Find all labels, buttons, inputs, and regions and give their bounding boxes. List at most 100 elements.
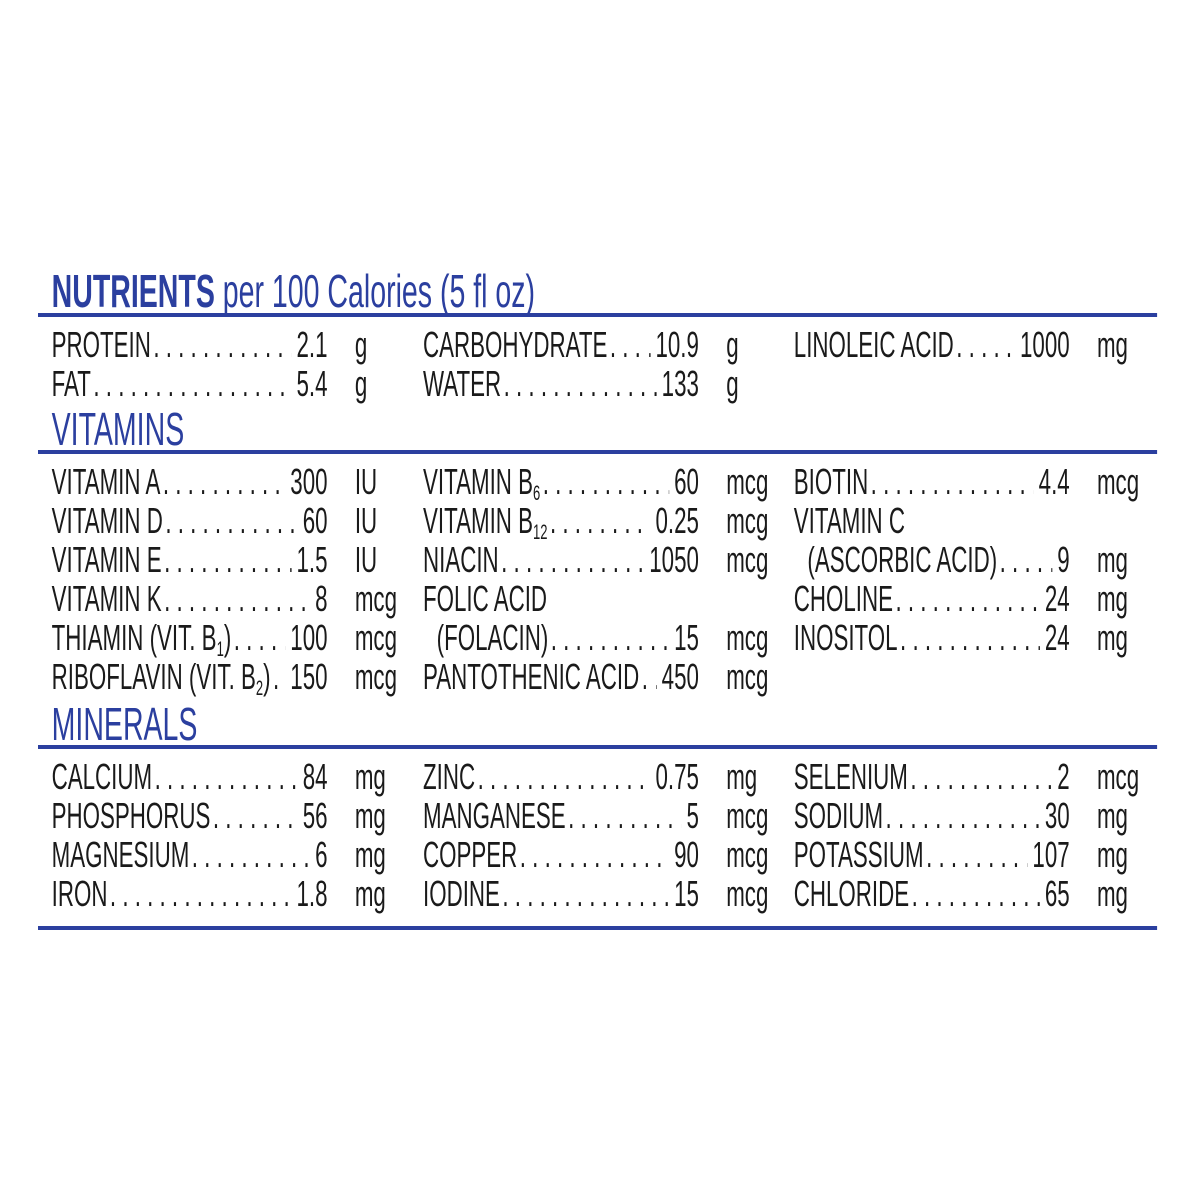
dot-leader: . . . . . . . . . . . . . . . . . . . . …: [212, 796, 298, 835]
nutrient-subscript: 6: [532, 482, 541, 505]
nutrient-column: LINOLEIC ACID. . . . . . . . . . . . . .…: [794, 325, 1165, 364]
divider: [38, 450, 1158, 454]
dot-leader: . . . . . . . . . . . . . . . . . . . . …: [164, 540, 291, 579]
nutrient-name-text: SELENIUM: [793, 756, 908, 797]
nutrient-value: 8: [315, 578, 328, 619]
dot-leader: . . . . . . . . . . . . . . . . . . . . …: [910, 757, 1052, 796]
nutrient-name-text: VITAMIN B: [423, 461, 533, 502]
nutrient-row: CHOLINE. . . . . . . . . . . . . . . . .…: [794, 579, 1165, 618]
nutrient-row: IODINE. . . . . . . . . . . . . . . . . …: [423, 874, 794, 913]
nutrient-value: 84: [302, 756, 328, 797]
nutrient-unit: mg: [1096, 617, 1128, 658]
nutrient-name-text: VITAMIN C: [793, 500, 905, 541]
nutrient-value: 1.5: [296, 539, 328, 580]
nutrient-unit: mcg: [726, 873, 769, 914]
nutrient-unit: IU: [354, 500, 378, 541]
section-heading-minerals: MINERALS: [51, 698, 198, 750]
nutrient-name-text: NIACIN: [423, 539, 499, 580]
nutrient-name: VITAMIN C: [794, 501, 905, 540]
dot-leader: . . . . . . . . . . . . . . . . . . . . …: [900, 618, 1040, 657]
nutrient-name: CALCIUM: [52, 757, 152, 796]
nutrient-name: FOLIC ACID: [423, 579, 547, 618]
nutrient-name-text: CHOLINE: [793, 578, 893, 619]
nutrient-name: VITAMIN D: [52, 501, 163, 540]
nutrient-value: 2: [1057, 756, 1070, 797]
nutrient-value: 450: [661, 656, 699, 697]
nutrient-name-text: FAT: [51, 363, 91, 404]
nutrient-column: SELENIUM. . . . . . . . . . . . . . . . …: [794, 757, 1165, 913]
nutrient-name-text: (FOLACIN): [436, 617, 549, 658]
nutrient-unit: mcg: [726, 500, 769, 541]
nutrient-name-text: PHOSPHORUS: [51, 795, 211, 836]
nutrient-name-text: MANGANESE: [423, 795, 566, 836]
nutrient-name: SELENIUM: [794, 757, 908, 796]
nutrient-name: IRON: [52, 874, 108, 913]
nutrient-value: 300: [290, 461, 328, 502]
nutrient-unit: mcg: [354, 656, 397, 697]
table-title: NUTRIENTS per 100 Calories (5 fl oz): [52, 268, 535, 314]
nutrient-name-text: IODINE: [423, 873, 500, 914]
nutrient-name-text: COPPER: [423, 834, 518, 875]
nutrient-unit: mg: [1096, 873, 1128, 914]
dot-leader: . . . . . . . . . . . . . . . . . . . . …: [162, 462, 285, 501]
nutrient-row: WATER. . . . . . . . . . . . . . . . . .…: [423, 364, 794, 403]
nutrient-unit: g: [354, 324, 368, 365]
nutrient-row: COPPER. . . . . . . . . . . . . . . . . …: [423, 835, 794, 874]
nutrient-name: CHLORIDE: [794, 874, 909, 913]
nutrient-row: SELENIUM. . . . . . . . . . . . . . . . …: [794, 757, 1165, 796]
nutrient-entry: CHOLINE. . . . . . . . . . . . . . . . .…: [794, 579, 1070, 618]
nutrient-entry: (ASCORBIC ACID). . . . . . . . . . . . .…: [794, 540, 1069, 579]
nutrient-table: NUTRIENTS per 100 Calories (5 fl oz) VIT…: [38, 0, 1158, 1200]
nutrient-column: VITAMIN B6. . . . . . . . . . . . . . . …: [423, 462, 794, 696]
nutrient-name-text: THIAMIN (VIT. B: [51, 617, 217, 658]
nutrient-name: RIBOFLAVIN (VIT. B2): [52, 656, 271, 699]
nutrient-name: (FOLACIN): [423, 617, 549, 658]
nutrient-entry: RIBOFLAVIN (VIT. B2). . . . . . . . . . …: [52, 656, 328, 699]
divider: [38, 313, 1158, 317]
nutrient-row: POTASSIUM. . . . . . . . . . . . . . . .…: [794, 835, 1165, 874]
nutrient-unit: g: [726, 363, 739, 404]
nutrient-name-text: VITAMIN E: [51, 539, 162, 580]
dot-leader: . . . . . . . . . . . . . . . . . . . . …: [477, 757, 651, 796]
nutrient-entry: VITAMIN A. . . . . . . . . . . . . . . .…: [52, 462, 328, 501]
nutrient-row: VITAMIN B6. . . . . . . . . . . . . . . …: [423, 461, 794, 504]
nutrient-row: VITAMIN E. . . . . . . . . . . . . . . .…: [52, 540, 423, 579]
nutrient-name-text: IRON: [51, 873, 108, 914]
dot-leader: . . . . . . . . . . . . . . . . . . . . …: [999, 540, 1053, 579]
nutrient-subscript: 12: [532, 521, 548, 544]
dot-leader: . . . . . . . . . . . . . . . . . . . . …: [273, 657, 285, 696]
nutrient-name-text: VITAMIN K: [51, 578, 162, 619]
nutrient-entry: BIOTIN. . . . . . . . . . . . . . . . . …: [794, 462, 1070, 501]
dot-leader: . . . . . . . . . . . . . . . . . . . . …: [165, 501, 297, 540]
nutrient-name: PANTOTHENIC ACID: [423, 657, 639, 696]
section-heading-vitamins: VITAMINS: [51, 403, 185, 455]
nutrient-name: INOSITOL: [794, 618, 898, 657]
nutrient-entry: VITAMIN K. . . . . . . . . . . . . . . .…: [52, 579, 328, 618]
nutrient-name-suffix: ): [263, 656, 271, 697]
nutrient-value: 0.25: [655, 500, 699, 541]
nutrient-entry: INOSITOL. . . . . . . . . . . . . . . . …: [794, 618, 1070, 657]
nutrient-value: 56: [302, 795, 328, 836]
nutrient-entry: VITAMIN B6. . . . . . . . . . . . . . . …: [423, 461, 699, 504]
nutrient-value: 6: [315, 834, 328, 875]
nutrient-name: SODIUM: [794, 796, 883, 835]
nutrient-name: MAGNESIUM: [52, 835, 190, 874]
nutrient-name: NIACIN: [423, 540, 499, 579]
nutrient-entry: VITAMIN D. . . . . . . . . . . . . . . .…: [52, 501, 328, 540]
dot-leader: . . . . . . . . . . . . . . . . . . . . …: [870, 462, 1034, 501]
nutrient-row: IRON. . . . . . . . . . . . . . . . . . …: [52, 874, 423, 913]
nutrient-unit: mg: [1096, 795, 1128, 836]
nutrient-name-text: FOLIC ACID: [423, 578, 548, 619]
nutrient-value: 4.4: [1038, 461, 1070, 502]
nutrient-unit: mcg: [726, 834, 769, 875]
dot-leader: . . . . . . . . . . . . . . . . . . . . …: [164, 579, 310, 618]
dot-leader: . . . . . . . . . . . . . . . . . . . . …: [542, 462, 669, 501]
nutrient-unit: mcg: [1096, 461, 1140, 502]
nutrient-name: CHOLINE: [794, 579, 893, 618]
dot-leader: . . . . . . . . . . . . . . . . . . . . …: [911, 874, 1040, 913]
dot-leader: . . . . . . . . . . . . . . . . . . . . …: [154, 757, 298, 796]
nutrient-row: PANTOTHENIC ACID. . . . . . . . . . . . …: [423, 657, 794, 696]
nutrient-subscript: 2: [255, 677, 264, 700]
nutrient-entry: PROTEIN. . . . . . . . . . . . . . . . .…: [52, 325, 328, 364]
nutrient-name-text: WATER: [423, 363, 502, 404]
